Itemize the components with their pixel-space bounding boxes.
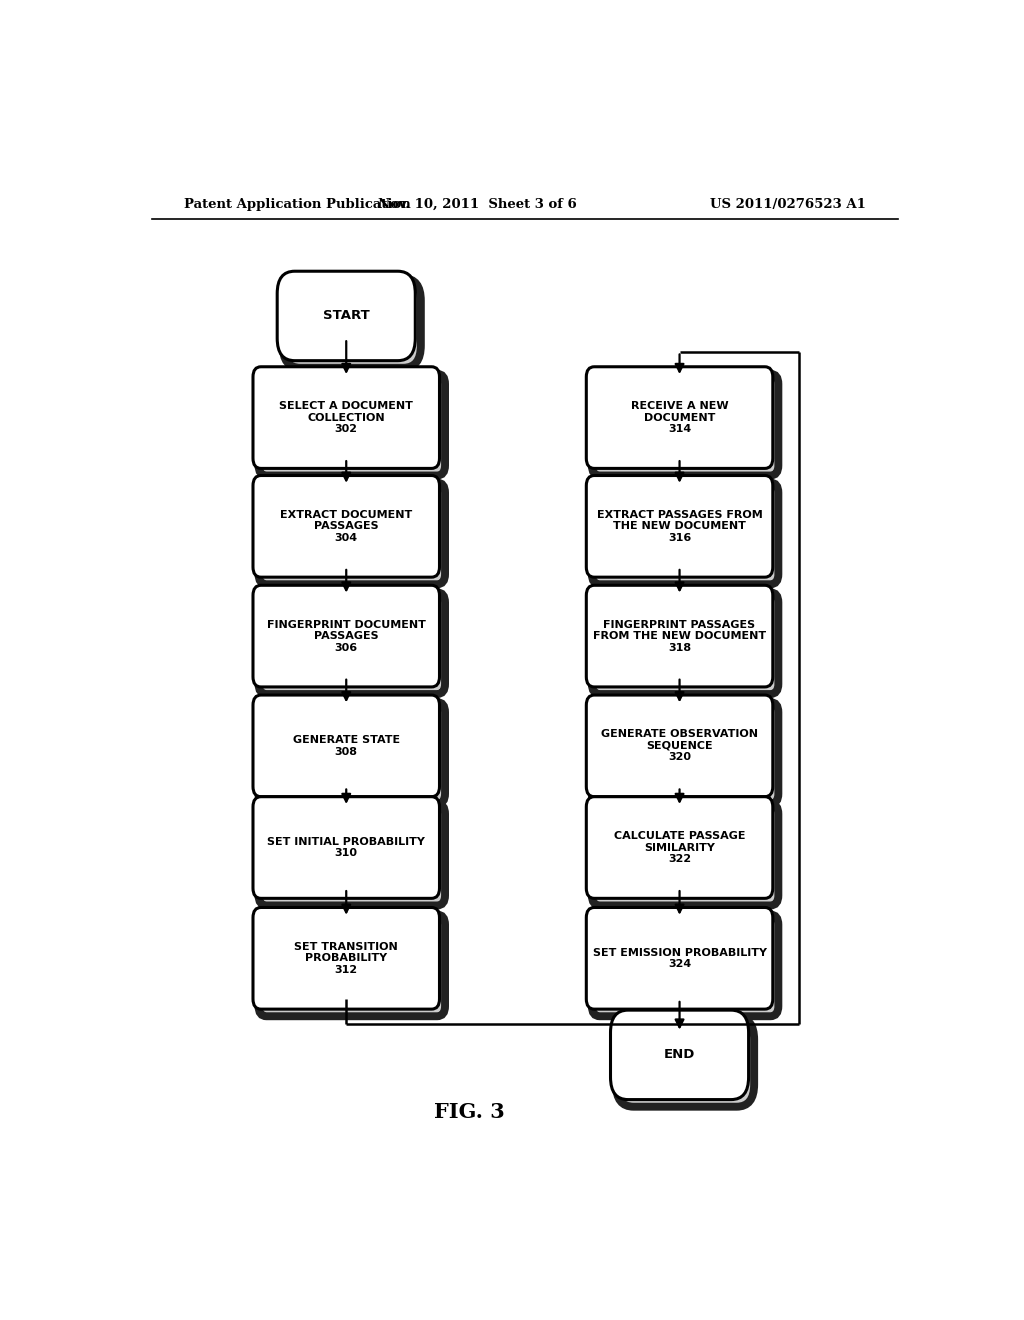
- FancyBboxPatch shape: [253, 797, 439, 899]
- Text: GENERATE STATE
308: GENERATE STATE 308: [293, 735, 399, 756]
- FancyBboxPatch shape: [592, 374, 778, 475]
- FancyBboxPatch shape: [258, 702, 445, 804]
- FancyBboxPatch shape: [258, 593, 445, 694]
- FancyBboxPatch shape: [592, 915, 778, 1016]
- FancyBboxPatch shape: [587, 367, 773, 469]
- Text: SET EMISSION PROBABILITY
324: SET EMISSION PROBABILITY 324: [593, 948, 767, 969]
- FancyBboxPatch shape: [278, 271, 416, 360]
- FancyBboxPatch shape: [253, 696, 439, 797]
- FancyBboxPatch shape: [253, 367, 439, 469]
- FancyBboxPatch shape: [258, 915, 445, 1016]
- FancyBboxPatch shape: [592, 593, 778, 694]
- Text: FINGERPRINT PASSAGES
FROM THE NEW DOCUMENT
318: FINGERPRINT PASSAGES FROM THE NEW DOCUME…: [593, 619, 766, 652]
- FancyBboxPatch shape: [587, 907, 773, 1008]
- Text: EXTRACT DOCUMENT
PASSAGES
304: EXTRACT DOCUMENT PASSAGES 304: [281, 510, 413, 543]
- FancyBboxPatch shape: [253, 475, 439, 577]
- FancyBboxPatch shape: [592, 804, 778, 906]
- FancyBboxPatch shape: [253, 907, 439, 1008]
- FancyBboxPatch shape: [610, 1010, 749, 1100]
- Text: FINGERPRINT DOCUMENT
PASSAGES
306: FINGERPRINT DOCUMENT PASSAGES 306: [267, 619, 426, 652]
- FancyBboxPatch shape: [587, 797, 773, 899]
- Text: SET TRANSITION
PROBABILITY
312: SET TRANSITION PROBABILITY 312: [294, 941, 398, 975]
- FancyBboxPatch shape: [587, 585, 773, 686]
- FancyBboxPatch shape: [616, 1018, 754, 1106]
- Text: GENERATE OBSERVATION
SEQUENCE
320: GENERATE OBSERVATION SEQUENCE 320: [601, 729, 758, 763]
- Text: Patent Application Publication: Patent Application Publication: [183, 198, 411, 211]
- Text: END: END: [664, 1048, 695, 1061]
- Text: SET INITIAL PROBABILITY
310: SET INITIAL PROBABILITY 310: [267, 837, 425, 858]
- FancyBboxPatch shape: [592, 702, 778, 804]
- FancyBboxPatch shape: [592, 483, 778, 585]
- Text: SELECT A DOCUMENT
COLLECTION
302: SELECT A DOCUMENT COLLECTION 302: [280, 401, 413, 434]
- Text: EXTRACT PASSAGES FROM
THE NEW DOCUMENT
316: EXTRACT PASSAGES FROM THE NEW DOCUMENT 3…: [597, 510, 763, 543]
- FancyBboxPatch shape: [587, 696, 773, 797]
- Text: Nov. 10, 2011  Sheet 3 of 6: Nov. 10, 2011 Sheet 3 of 6: [378, 198, 577, 211]
- FancyBboxPatch shape: [258, 374, 445, 475]
- Text: RECEIVE A NEW
DOCUMENT
314: RECEIVE A NEW DOCUMENT 314: [631, 401, 728, 434]
- FancyBboxPatch shape: [283, 279, 421, 368]
- Text: US 2011/0276523 A1: US 2011/0276523 A1: [711, 198, 866, 211]
- FancyBboxPatch shape: [587, 475, 773, 577]
- FancyBboxPatch shape: [258, 804, 445, 906]
- FancyBboxPatch shape: [258, 483, 445, 585]
- Text: CALCULATE PASSAGE
SIMILARITY
322: CALCULATE PASSAGE SIMILARITY 322: [613, 830, 745, 865]
- Text: FIG. 3: FIG. 3: [434, 1102, 505, 1122]
- FancyBboxPatch shape: [253, 585, 439, 686]
- Text: START: START: [323, 309, 370, 322]
